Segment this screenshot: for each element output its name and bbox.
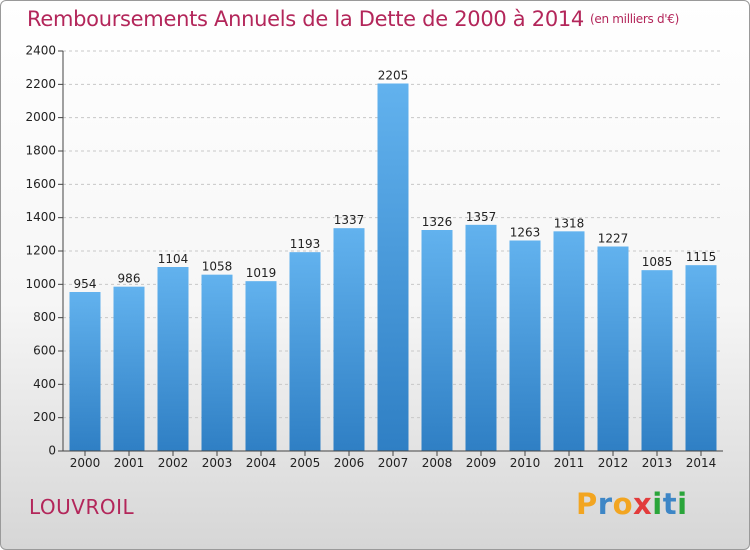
bar-2010	[509, 240, 541, 451]
x-tick-label-2014: 2014	[686, 456, 717, 470]
bar-2007	[377, 83, 409, 451]
y-tick-label: 2000	[25, 110, 56, 124]
y-tick-label: 1200	[25, 244, 56, 258]
x-tick-label-2000: 2000	[70, 456, 101, 470]
y-axis-ticks: 0 200 400 600 800 1000 1200 1400 1600 1800 2000 220…	[25, 44, 63, 458]
y-tick-label: 800	[33, 310, 56, 324]
y-tick-label: 0	[48, 444, 56, 458]
data-label-2001: 986	[118, 272, 141, 286]
x-tick-label-2008: 2008	[422, 456, 453, 470]
x-tick-label-2012: 2012	[598, 456, 629, 470]
chart-title-text: Remboursements Annuels de la Dette de 20…	[27, 7, 584, 31]
x-tick-label-2013: 2013	[642, 456, 673, 470]
data-label-2000: 954	[74, 277, 97, 291]
x-tick-label-2001: 2001	[114, 456, 145, 470]
data-label-2011: 1318	[554, 216, 585, 230]
y-tick-label: 2200	[25, 77, 56, 91]
data-labels: 954 986 1104 1058 1019 1193 1337 2205 1326 1357 12…	[74, 69, 717, 292]
y-tick-label: 1600	[25, 177, 56, 191]
proxiti-logo: Proxiti	[576, 487, 688, 521]
bar-2012	[597, 246, 629, 451]
bar-2001	[113, 286, 145, 451]
chart-title: Remboursements Annuels de la Dette de 20…	[27, 7, 679, 31]
x-tick-label-2007: 2007	[378, 456, 409, 470]
bar-2013	[641, 270, 673, 451]
bar-2009	[465, 224, 497, 451]
data-label-2002: 1104	[158, 252, 189, 266]
x-tick-label-2010: 2010	[510, 456, 541, 470]
x-axis-ticks: 2000 2001 2002 2003 2004 2005 2006 2007 2008 2009…	[70, 451, 717, 470]
axes	[62, 51, 723, 452]
x-tick-label-2004: 2004	[246, 456, 277, 470]
data-label-2013: 1085	[642, 255, 673, 269]
bar-2004	[245, 281, 277, 451]
x-tick-label-2002: 2002	[158, 456, 189, 470]
data-label-2012: 1227	[598, 232, 629, 246]
data-label-2005: 1193	[290, 237, 321, 251]
y-tick-label: 1800	[25, 144, 56, 158]
data-label-2004: 1019	[246, 266, 277, 280]
bar-2008	[421, 230, 453, 451]
bars	[69, 83, 717, 451]
data-label-2006: 1337	[334, 213, 365, 227]
bar-2014	[685, 265, 717, 451]
x-tick-label-2011: 2011	[554, 456, 585, 470]
commune-name: LOUVROIL	[29, 495, 135, 519]
bar-2003	[201, 274, 233, 451]
bar-2011	[553, 231, 585, 451]
data-label-2009: 1357	[466, 210, 497, 224]
y-tick-label: 2400	[25, 44, 56, 58]
data-label-2010: 1263	[510, 226, 541, 240]
data-label-2003: 1058	[202, 260, 233, 274]
data-label-2008: 1326	[422, 215, 453, 229]
bar-2006	[333, 228, 365, 451]
chart-unit: (en milliers d'€)	[590, 12, 680, 26]
y-tick-label: 1400	[25, 210, 56, 224]
x-tick-label-2005: 2005	[290, 456, 321, 470]
x-tick-label-2009: 2009	[466, 456, 497, 470]
y-tick-label: 600	[33, 344, 56, 358]
bar-2000	[69, 292, 101, 451]
y-tick-label: 1000	[25, 277, 56, 291]
y-tick-label: 200	[33, 410, 56, 424]
data-label-2014: 1115	[686, 250, 717, 264]
bar-2005	[289, 252, 321, 451]
bar-2002	[157, 267, 189, 451]
x-tick-label-2006: 2006	[334, 456, 365, 470]
x-tick-label-2003: 2003	[202, 456, 233, 470]
data-label-2007: 2205	[378, 69, 409, 83]
y-tick-label: 400	[33, 377, 56, 391]
